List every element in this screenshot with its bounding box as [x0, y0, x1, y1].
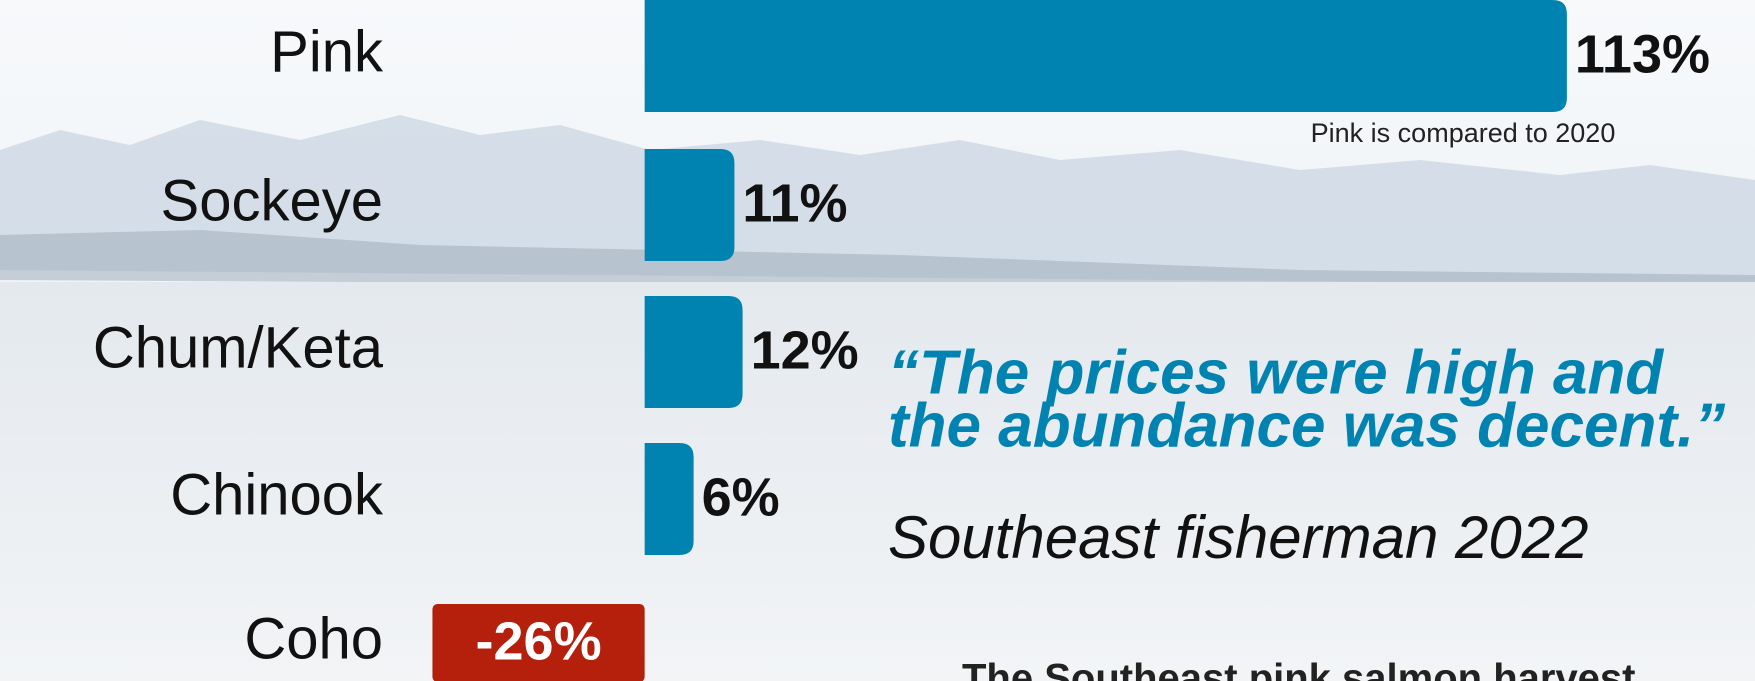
bar — [645, 443, 694, 555]
value-label: 12% — [751, 320, 859, 380]
category-label: Sockeye — [161, 168, 383, 233]
bar — [645, 149, 735, 261]
note: Pink is compared to 2020 — [1311, 118, 1616, 148]
category-label: Chinook — [170, 462, 384, 527]
chart: Pink is compared to 2020 “The prices wer… — [0, 0, 1755, 681]
bar — [645, 0, 1567, 112]
footer-text: The Southeast pink salmon harvest — [962, 657, 1636, 681]
value-label: 11% — [742, 173, 847, 233]
category-label: Coho — [244, 606, 383, 671]
category-label: Pink — [270, 19, 384, 84]
quote-line: the abundance was decent.” — [888, 391, 1725, 460]
attribution: Southeast fisherman 2022 — [888, 504, 1588, 571]
value-label: 113% — [1575, 24, 1710, 84]
value-label: 6% — [702, 467, 780, 527]
bar — [645, 296, 743, 408]
category-label: Chum/Keta — [93, 315, 384, 380]
value-label: -26% — [476, 611, 602, 671]
